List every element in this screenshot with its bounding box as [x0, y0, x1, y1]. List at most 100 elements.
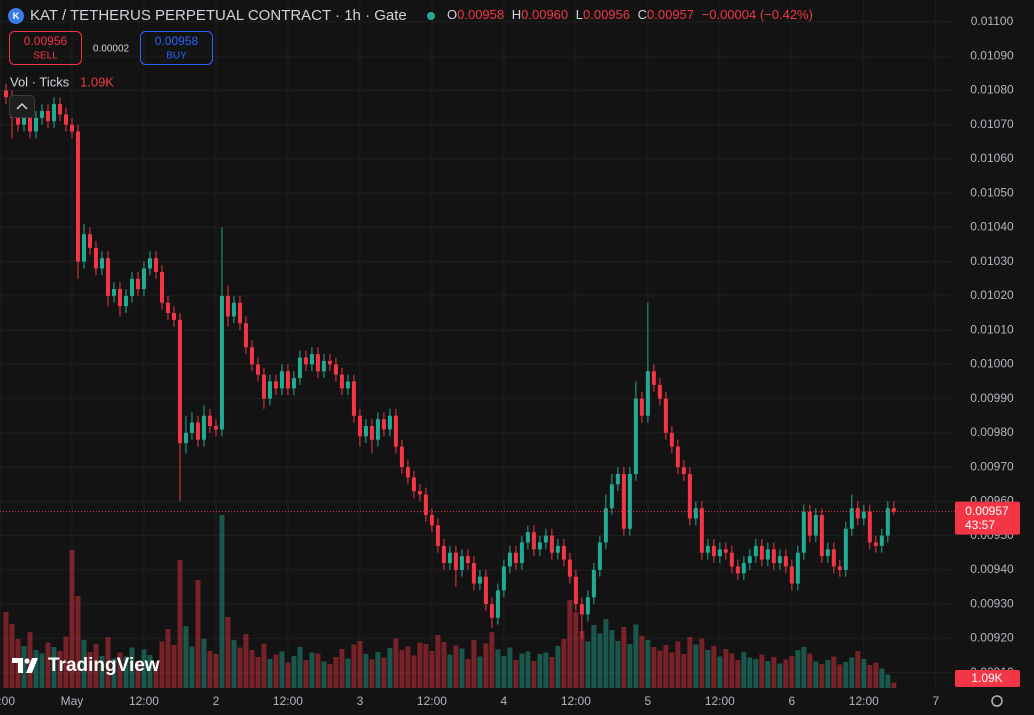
candle-body — [765, 549, 770, 560]
x-tick-label: 12:00 — [0, 694, 15, 708]
volume-bar — [219, 515, 225, 688]
y-tick-label: 0.01010 — [970, 322, 1014, 336]
volume-bar — [687, 637, 693, 688]
candle-body — [327, 360, 332, 365]
volume-bar — [705, 650, 711, 688]
volume-bar — [543, 652, 549, 688]
candle-body — [123, 295, 128, 307]
candle-body — [153, 258, 158, 272]
candle-body — [831, 549, 836, 567]
volume-bar — [717, 656, 723, 688]
candle-body — [819, 515, 824, 557]
candle-body — [27, 107, 32, 132]
volume-bar — [645, 640, 651, 688]
volume-bar — [483, 643, 489, 688]
candle-body — [363, 426, 368, 437]
volume-bar — [45, 642, 51, 688]
candle-body — [639, 398, 644, 416]
y-tick-label: 0.00980 — [970, 425, 1014, 439]
candle-body — [267, 381, 272, 399]
last-price-label-bg — [955, 501, 1020, 535]
volume-bar — [417, 642, 423, 688]
candle-body — [99, 258, 104, 269]
volume-bar — [813, 661, 819, 688]
volume-bar — [657, 650, 663, 688]
candle-body — [411, 477, 416, 492]
volume-bar — [195, 580, 201, 688]
volume-bar — [729, 653, 735, 688]
y-tick-label: 0.01060 — [970, 151, 1014, 165]
candle-body — [171, 313, 176, 320]
volume-bar — [21, 646, 27, 688]
collapse-button[interactable] — [9, 95, 35, 118]
candle-body — [357, 415, 362, 437]
volume-bar — [303, 660, 309, 688]
candle-body — [141, 268, 146, 290]
candle-body — [69, 124, 74, 132]
candle-body — [555, 545, 560, 553]
volume-bar — [315, 653, 321, 688]
volume-bar — [363, 654, 369, 688]
volume-bar — [231, 640, 237, 688]
candle-body — [861, 511, 866, 519]
volume-bar — [639, 636, 645, 688]
x-tick-label: 12:00 — [417, 694, 447, 708]
candle-body — [63, 114, 68, 125]
candle-body — [249, 347, 254, 365]
volume-bar — [693, 644, 699, 688]
last-price-label: 0.00957 — [965, 504, 1009, 518]
candle-body — [459, 556, 464, 570]
candle-body — [51, 104, 56, 122]
candle-body — [285, 371, 290, 389]
candle-body — [87, 234, 92, 248]
candle-body — [309, 354, 314, 365]
volume-bar — [357, 641, 363, 688]
volume-bar — [387, 648, 393, 688]
candle-body — [279, 371, 284, 389]
candle-body — [111, 289, 116, 296]
volume-bar — [441, 642, 447, 688]
candle-body — [345, 381, 350, 389]
volume-bar — [861, 659, 867, 688]
volume-bar — [87, 652, 93, 688]
y-tick-label: 0.01000 — [970, 357, 1014, 371]
volume-bar — [153, 662, 159, 688]
settings-icon[interactable] — [991, 695, 1003, 707]
volume-bar — [711, 646, 717, 688]
candle-body — [387, 415, 392, 430]
x-tick-label: 4 — [501, 694, 508, 708]
logo-glyph: K — [13, 11, 20, 21]
candle-body — [183, 432, 188, 444]
ohlc-value: 0.00958 — [457, 7, 504, 22]
sell-button[interactable] — [9, 31, 82, 65]
volume-bar — [123, 656, 129, 688]
candle-body — [675, 446, 680, 468]
y-tick-label: 0.00930 — [970, 596, 1014, 610]
volume-bar — [465, 659, 471, 688]
candle-body — [537, 542, 542, 550]
volume-bar — [405, 646, 411, 688]
volume-bar — [759, 654, 765, 688]
volume-bar — [675, 641, 681, 688]
candle-body — [471, 563, 476, 584]
buy-price: 0.00958 — [155, 34, 199, 48]
x-tick-label: May — [61, 694, 84, 708]
candle-body — [849, 508, 854, 529]
volume-bar — [429, 651, 435, 688]
candle-body — [783, 556, 788, 567]
candle-body — [525, 532, 530, 543]
volume-bar — [129, 647, 135, 688]
volume-bar — [159, 641, 165, 688]
candle-body — [837, 566, 842, 570]
candle-body — [513, 552, 518, 564]
volume-bar — [15, 639, 21, 688]
candle-body — [501, 566, 506, 591]
volume-bar — [321, 661, 327, 688]
buy-button[interactable] — [140, 31, 213, 65]
ohlc-legend: O0.00958 H0.00960 L0.00956 C0.00957 −0.0… — [447, 7, 813, 22]
candle-body — [147, 258, 152, 269]
volume-label-bg — [955, 670, 1020, 687]
volume-bar — [435, 635, 441, 688]
candle-body — [165, 302, 170, 314]
brand-logo — [12, 658, 38, 673]
